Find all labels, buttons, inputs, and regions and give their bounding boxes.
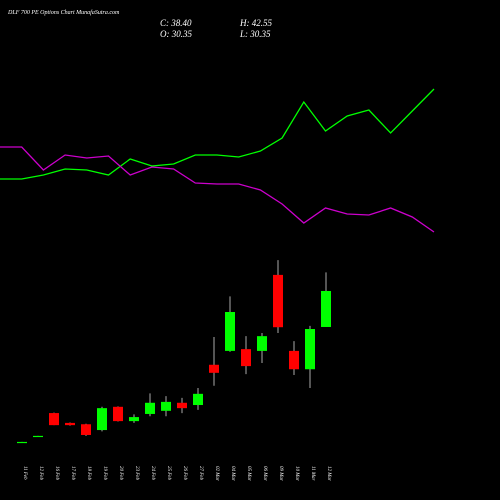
candle-body	[257, 336, 267, 351]
candle-body	[65, 422, 75, 426]
open-label: O: 30.35	[160, 29, 192, 39]
x-tick-label: 18 Feb	[86, 466, 91, 481]
x-tick-label: 12 Mar	[326, 466, 331, 481]
x-tick-label: 12 Feb	[38, 466, 43, 481]
x-tick-label: 16 Feb	[54, 466, 59, 481]
candle-body	[273, 274, 283, 328]
x-tick-label: 02 Mar	[214, 466, 219, 481]
low-label: L: 30.35	[239, 29, 271, 39]
indicator-line	[0, 88, 435, 180]
indicator-line	[0, 146, 435, 233]
candle-body	[209, 364, 219, 373]
x-tick-label: 25 Feb	[166, 466, 171, 481]
x-tick-label: 11 Feb	[22, 466, 27, 480]
x-tick-label: 05 Mar	[246, 466, 251, 481]
candle-body	[193, 393, 203, 406]
candle-body	[97, 408, 107, 431]
x-tick-label: 09 Mar	[278, 466, 283, 481]
candle-body	[321, 290, 331, 327]
x-tick-label: 24 Feb	[150, 466, 155, 481]
chart-title: DLF 700 PE Options Chart MunafaSutra.com	[7, 9, 120, 16]
candle-body	[49, 413, 59, 426]
x-tick-label: 26 Feb	[182, 466, 187, 481]
x-tick-label: 23 Feb	[134, 466, 139, 481]
x-tick-label: 06 Mar	[262, 466, 267, 481]
candle-body	[289, 350, 299, 370]
candle-body	[33, 435, 43, 438]
high-label: H: 42.55	[239, 18, 272, 28]
candle-body	[241, 349, 251, 367]
candle-body	[177, 402, 187, 409]
x-tick-label: 20 Feb	[118, 466, 123, 481]
candle-body	[225, 312, 235, 351]
x-tick-label: 17 Feb	[70, 466, 75, 481]
candle-body	[129, 417, 139, 422]
x-tick-label: 19 Feb	[102, 466, 107, 481]
candle-body	[17, 441, 27, 444]
x-tick-label: 04 Mar	[230, 466, 235, 481]
candle-body	[145, 402, 155, 414]
x-tick-label: 10 Mar	[294, 466, 299, 481]
candle-body	[113, 406, 123, 422]
x-tick-label: 11 Mar	[310, 466, 315, 481]
candle-body	[81, 424, 91, 435]
close-label: C: 38.40	[160, 18, 192, 28]
candle-body	[305, 328, 315, 370]
candle-body	[161, 401, 171, 411]
x-tick-label: 27 Feb	[198, 466, 203, 481]
